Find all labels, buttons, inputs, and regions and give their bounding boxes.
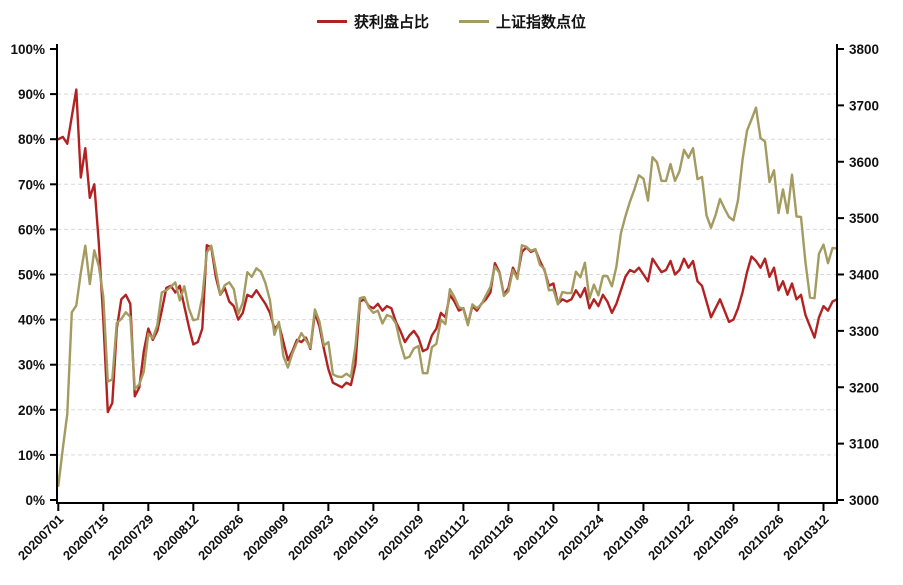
left-axis-tick-label: 60%: [18, 222, 45, 237]
series-line-index-points: [57, 106, 839, 488]
left-axis-tick-label: 0%: [25, 493, 45, 508]
right-axis-tick-label: 3000: [849, 493, 879, 508]
right-axis-tick-label: 3600: [849, 155, 879, 170]
right-axis-tick-label: 3300: [849, 324, 879, 339]
left-axis-tick-label: 20%: [18, 403, 45, 418]
x-axis-tick-label: 20201112: [421, 512, 471, 562]
legend-item-index-points: 上证指数点位: [459, 11, 586, 32]
left-axis-tick-label: 100%: [10, 42, 45, 57]
x-axis-tick-label: 20200826: [195, 512, 247, 564]
left-axis-tick-label: 40%: [18, 313, 45, 328]
x-axis-tick-label: 20201210: [510, 512, 562, 564]
x-axis-tick-label: 20200909: [240, 512, 292, 564]
right-axis-tick-label: 3500: [849, 211, 879, 226]
left-axis-tick-label: 70%: [18, 177, 45, 192]
x-axis-tick-label: 20200729: [105, 512, 157, 564]
left-axis-tick-label: 90%: [18, 87, 45, 102]
legend-label-index-points: 上证指数点位: [496, 14, 587, 31]
x-axis-tick-label: 20210226: [735, 512, 787, 564]
right-axis-tick-label: 3700: [849, 98, 879, 113]
legend-swatch-index-points: [459, 20, 489, 23]
x-axis-tick-label: 20200812: [150, 512, 202, 564]
x-axis-tick-label: 20210312: [780, 512, 832, 564]
legend-item-profit-ratio: 获利盘占比: [316, 11, 429, 32]
x-axis-tick-label: 20200923: [285, 512, 337, 564]
x-axis-tick-label: 20200715: [60, 512, 112, 564]
series-line-profit-ratio: [57, 88, 839, 414]
right-axis-tick-label: 3800: [849, 42, 879, 57]
x-axis-tick-label: 20210205: [690, 512, 742, 564]
x-axis-tick-label: 20201015: [330, 512, 382, 564]
left-axis-tick-label: 10%: [18, 448, 45, 463]
right-axis-tick-label: 3200: [849, 380, 879, 395]
left-axis-tick-label: 50%: [18, 268, 45, 283]
left-axis-tick-label: 30%: [18, 358, 45, 373]
x-axis-tick-label: 20201224: [555, 511, 607, 563]
right-axis-tick-label: 3100: [849, 437, 879, 452]
right-axis-tick-label: 3400: [849, 268, 879, 283]
legend-label-profit-ratio: 获利盘占比: [353, 14, 429, 31]
x-axis-tick-label: 20210122: [645, 512, 697, 564]
x-axis-tick-label: 20210108: [600, 512, 652, 564]
chart-legend: 获利盘占比 上证指数点位: [0, 11, 903, 32]
x-axis-tick-label: 20201126: [466, 512, 517, 563]
legend-swatch-profit-ratio: [316, 20, 347, 23]
x-axis-tick-label: 20200701: [15, 512, 67, 564]
left-axis-tick-label: 80%: [18, 132, 45, 147]
x-axis-tick-label: 20201029: [375, 512, 427, 564]
